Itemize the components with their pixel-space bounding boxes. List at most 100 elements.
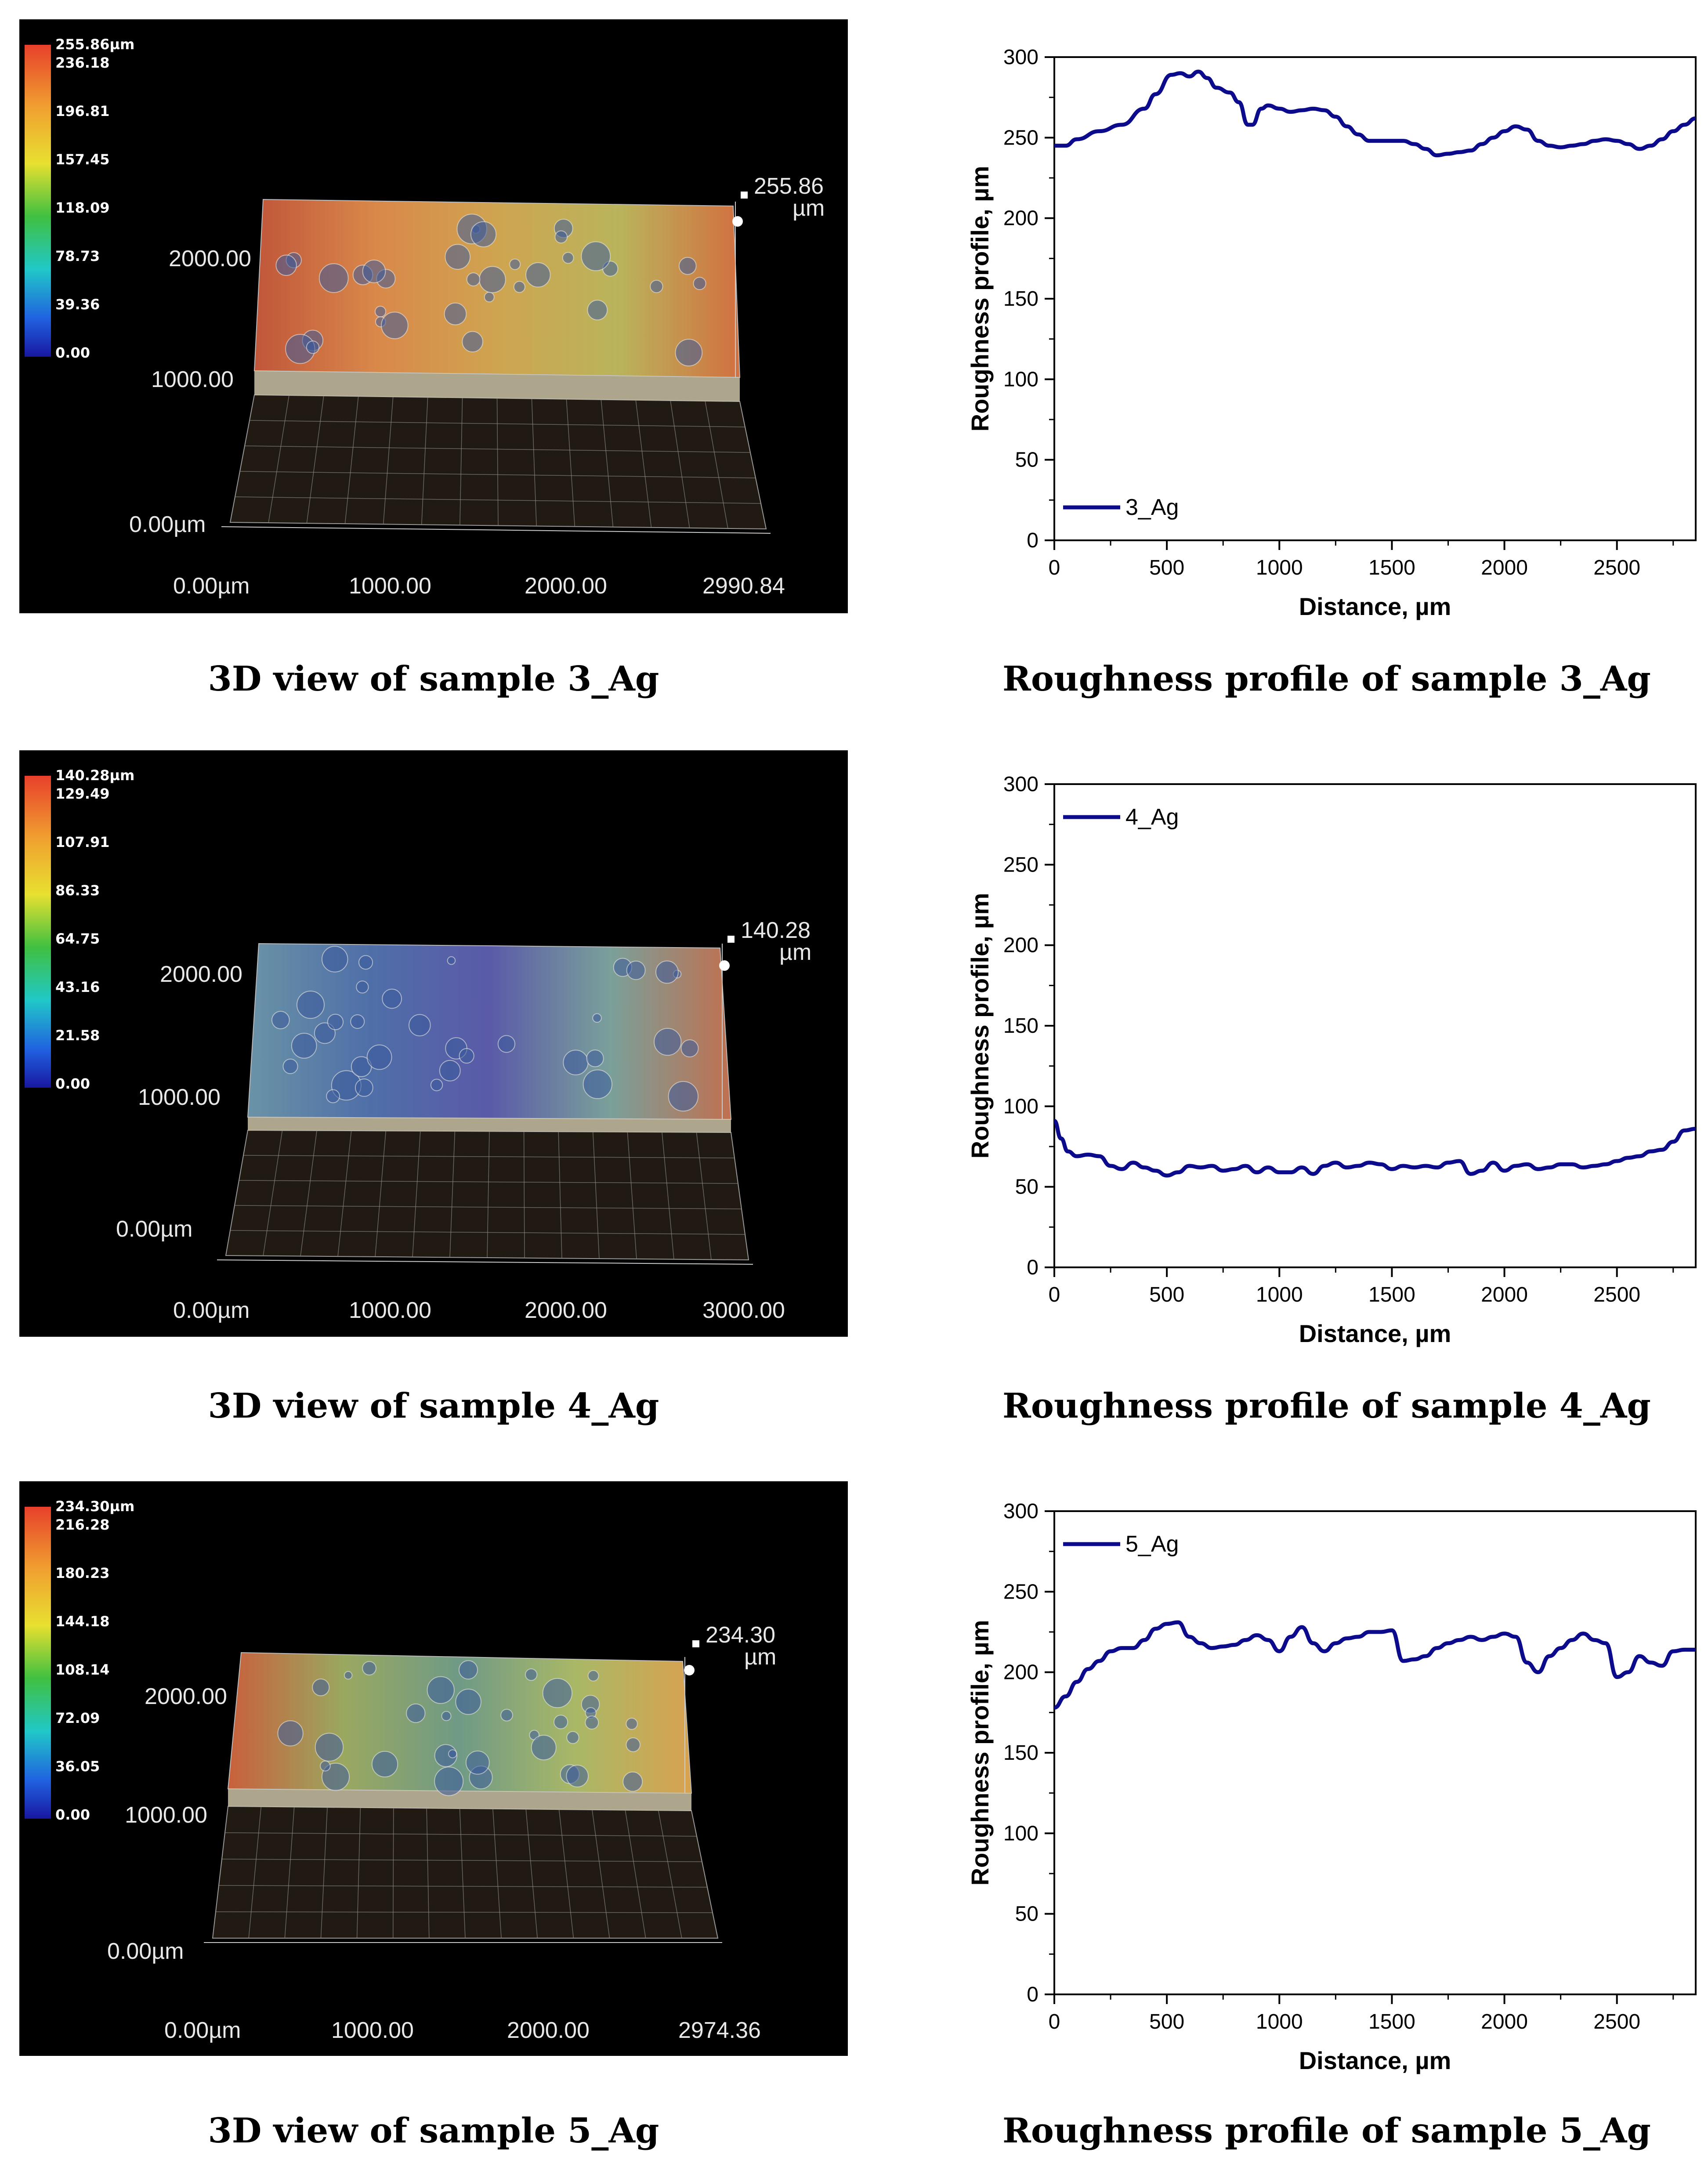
y-axis-label: 2000.00 [160, 962, 242, 987]
y-tick-label: 200 [1003, 1661, 1039, 1684]
surface-pit [626, 960, 646, 980]
surface-pit [525, 262, 551, 288]
surface-pit [470, 221, 497, 247]
surface-pit [586, 1049, 604, 1067]
surface-pit [371, 1751, 398, 1778]
grid-line [337, 1130, 352, 1257]
surface-pit [447, 956, 456, 965]
surface-pit [509, 258, 521, 270]
grid-line [592, 1809, 610, 1939]
z-max-dot [732, 216, 743, 227]
grid-line [243, 1155, 735, 1158]
x-axis-label: 2974.36 [678, 2018, 761, 2043]
grid-line [234, 1205, 742, 1209]
legend-label: 5_Ag [1125, 1531, 1179, 1557]
surface-pit [439, 1060, 461, 1082]
y-tick-label: 100 [1003, 1822, 1039, 1845]
y-axis-label: 0.00µm [129, 512, 206, 537]
grid-line [344, 396, 359, 524]
grid-line [421, 397, 428, 525]
color-scale-label: 129.49 [55, 785, 110, 802]
x-tick-label: 500 [1149, 2010, 1184, 2033]
surface-pit [587, 1670, 599, 1682]
3d-view-caption: 3D view of sample 5_Ag [208, 2111, 659, 2151]
surface-pit [459, 1048, 474, 1064]
series-line-3_Ag [1054, 69, 1696, 158]
x-tick-label: 2000 [1481, 556, 1528, 579]
y-tick-label: 150 [1003, 287, 1039, 311]
x-axis-label: 2990.84 [702, 573, 785, 599]
y-tick-label: 200 [1003, 934, 1039, 957]
z-max-value: 140.28 [741, 918, 811, 943]
color-scale-bar [25, 776, 51, 1088]
z-max-marker [727, 936, 735, 943]
surface-pit [448, 1749, 457, 1758]
surface-pit [513, 281, 525, 293]
y-tick-label: 250 [1003, 853, 1039, 876]
color-scale-bar [25, 45, 51, 357]
surface-pit [566, 1765, 589, 1787]
grid-line [696, 1132, 712, 1260]
profile-chart-svg: 0 50 100 150 200 250 300 0 500 1000 1500 2000 2500 Di… [966, 46, 1697, 620]
surface-pit [271, 1011, 290, 1029]
surface-pit [500, 1708, 513, 1722]
3d-view-panel: 234.30µm 216.28 180.23 144.18 108.14 72.09 36.… [19, 1481, 848, 2056]
grid-line [531, 398, 537, 526]
surface-pit [291, 1033, 317, 1059]
x-axis-label: 2000.00 [525, 573, 607, 599]
grid-line [492, 1809, 502, 1939]
surface-pit [382, 988, 402, 1009]
grid-line [523, 1131, 525, 1258]
surface-pit [622, 1771, 643, 1792]
surface-edge [228, 1789, 691, 1811]
color-scale-label: 216.28 [55, 1516, 110, 1533]
z-max-dot [719, 960, 730, 971]
z-max-unit: µm [779, 940, 812, 965]
color-scale-label: 107.91 [55, 834, 110, 850]
x-axis-line [217, 1259, 753, 1265]
surface-pit [315, 1733, 344, 1762]
surface-pit [430, 1078, 443, 1092]
grid-line [635, 400, 652, 528]
color-scale-label: 144.18 [55, 1613, 110, 1630]
3d-surface-svg [25, 776, 753, 1265]
surface-pit [327, 1013, 344, 1031]
z-max-unit: µm [792, 195, 825, 221]
surface-pit [585, 1715, 599, 1730]
y-tick-label: 300 [1003, 46, 1039, 69]
surface-pit [455, 1689, 481, 1715]
grid-line [221, 1859, 702, 1862]
color-scale-label: 140.28µm [55, 767, 135, 784]
y-tick-label: 200 [1003, 207, 1039, 230]
surface-pit [626, 1737, 640, 1752]
grid-line [558, 1809, 574, 1939]
x-tick-label: 2000 [1481, 1283, 1528, 1306]
grid-line [248, 1806, 262, 1939]
y-tick-label: 0 [1027, 1256, 1039, 1279]
grid-line [239, 1180, 738, 1184]
surface-pit [466, 272, 481, 286]
grid-line [230, 1230, 745, 1235]
surface-pit [381, 311, 409, 340]
plot-frame [1053, 56, 1697, 541]
grid-line [658, 1810, 682, 1939]
grid-line [375, 1131, 387, 1257]
y-tick-label: 50 [1015, 1903, 1039, 1926]
surface-pit [626, 1718, 638, 1730]
y-tick-label: 100 [1003, 368, 1039, 391]
legend-label: 4_Ag [1125, 804, 1179, 830]
surface-edge [248, 1117, 731, 1132]
grid-line [566, 399, 575, 527]
x-tick-label: 0 [1049, 556, 1060, 579]
roughness-profile-chart: 0 50 100 150 200 250 300 0 500 1000 1500 2000 2500 Di… [949, 1494, 1704, 2100]
color-scale-bar [25, 1507, 51, 1819]
surface-pit [484, 292, 495, 303]
3d-view-panel: 140.28µm 129.49 107.91 86.33 64.75 43.16 21.58… [19, 750, 848, 1337]
surface-pit [277, 1720, 304, 1747]
grid-line [235, 496, 761, 504]
surface-pit [344, 1671, 353, 1680]
surface-pit [444, 302, 467, 326]
x-tick-label: 0 [1049, 1283, 1060, 1306]
grid-line [284, 1807, 295, 1939]
3d-view-caption: 3D view of sample 4_Ag [208, 1386, 659, 1426]
